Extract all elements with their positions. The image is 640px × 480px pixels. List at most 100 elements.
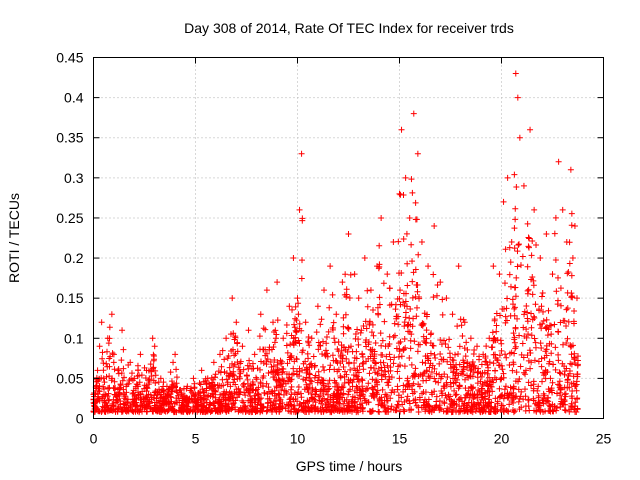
data-point — [346, 379, 353, 386]
data-point — [197, 381, 204, 388]
data-point — [523, 334, 530, 341]
data-point — [203, 399, 210, 406]
data-point — [512, 216, 519, 223]
data-point — [202, 377, 209, 384]
data-point — [394, 368, 401, 375]
data-point — [152, 379, 159, 386]
data-point — [553, 288, 560, 295]
data-point — [544, 369, 551, 376]
data-point — [443, 295, 450, 302]
data-point — [572, 399, 579, 406]
data-point — [384, 379, 391, 386]
data-point — [290, 365, 297, 372]
data-point — [339, 358, 346, 365]
data-point — [94, 367, 101, 374]
data-point — [163, 399, 170, 406]
data-point — [327, 263, 334, 270]
data-point — [441, 400, 448, 407]
data-point — [287, 395, 294, 402]
data-point — [568, 380, 575, 387]
data-point — [465, 387, 472, 394]
data-point — [516, 134, 523, 141]
data-point — [532, 301, 539, 308]
data-point — [293, 368, 300, 375]
x-tick-label: 10 — [290, 431, 306, 447]
data-point — [485, 408, 492, 415]
data-point — [500, 198, 507, 205]
y-tick-label: 0.2 — [64, 250, 84, 266]
data-point — [237, 370, 244, 377]
data-point — [484, 370, 491, 377]
data-point — [556, 369, 563, 376]
data-point — [573, 381, 580, 388]
data-point — [147, 361, 154, 368]
data-point — [552, 214, 559, 221]
data-point — [404, 322, 411, 329]
data-point — [529, 274, 536, 281]
data-point — [341, 368, 348, 375]
data-point — [432, 404, 439, 411]
data-point — [403, 397, 410, 404]
data-point — [491, 316, 498, 323]
data-point — [573, 295, 580, 302]
data-point — [96, 388, 103, 395]
data-point — [375, 401, 382, 408]
data-point — [347, 366, 354, 373]
data-point — [226, 364, 233, 371]
data-point — [409, 323, 416, 330]
data-point — [507, 312, 514, 319]
data-point — [150, 394, 157, 401]
y-tick-label: 0 — [76, 411, 84, 427]
data-point — [476, 356, 483, 363]
data-point — [273, 384, 280, 391]
data-point — [445, 391, 452, 398]
data-point — [568, 361, 575, 368]
data-point — [120, 400, 127, 407]
data-point — [557, 302, 564, 309]
data-point — [111, 378, 118, 385]
data-point — [492, 395, 499, 402]
data-point — [468, 408, 475, 415]
data-point — [437, 351, 444, 358]
data-point — [463, 401, 470, 408]
data-point — [299, 257, 306, 264]
data-point — [555, 158, 562, 165]
data-point — [148, 366, 155, 373]
data-point — [336, 400, 343, 407]
data-point — [401, 363, 408, 370]
data-point — [444, 374, 451, 381]
data-point — [106, 373, 113, 380]
data-point — [404, 303, 411, 310]
data-point — [379, 386, 386, 393]
data-point — [109, 402, 116, 409]
data-point — [517, 262, 524, 269]
data-point — [572, 382, 579, 389]
data-point — [490, 263, 497, 270]
data-point — [326, 304, 333, 311]
data-point — [409, 258, 416, 265]
data-point — [120, 346, 127, 353]
data-point — [397, 362, 404, 369]
data-point — [406, 354, 413, 361]
data-point — [566, 368, 573, 375]
data-point — [335, 338, 342, 345]
data-point — [493, 310, 500, 317]
data-point — [291, 324, 298, 331]
data-point — [536, 402, 543, 409]
data-point — [431, 375, 438, 382]
data-point — [222, 391, 229, 398]
data-point — [551, 230, 558, 237]
data-point — [113, 396, 120, 403]
data-point — [475, 401, 482, 408]
data-point — [440, 337, 447, 344]
data-point — [294, 295, 301, 302]
x-tick-label: 0 — [90, 431, 98, 447]
data-point — [479, 404, 486, 411]
data-point — [434, 281, 441, 288]
data-point — [323, 407, 330, 414]
data-point — [235, 364, 242, 371]
data-point — [357, 329, 364, 336]
data-point — [404, 282, 411, 289]
data-point — [553, 407, 560, 414]
data-point — [334, 368, 341, 375]
